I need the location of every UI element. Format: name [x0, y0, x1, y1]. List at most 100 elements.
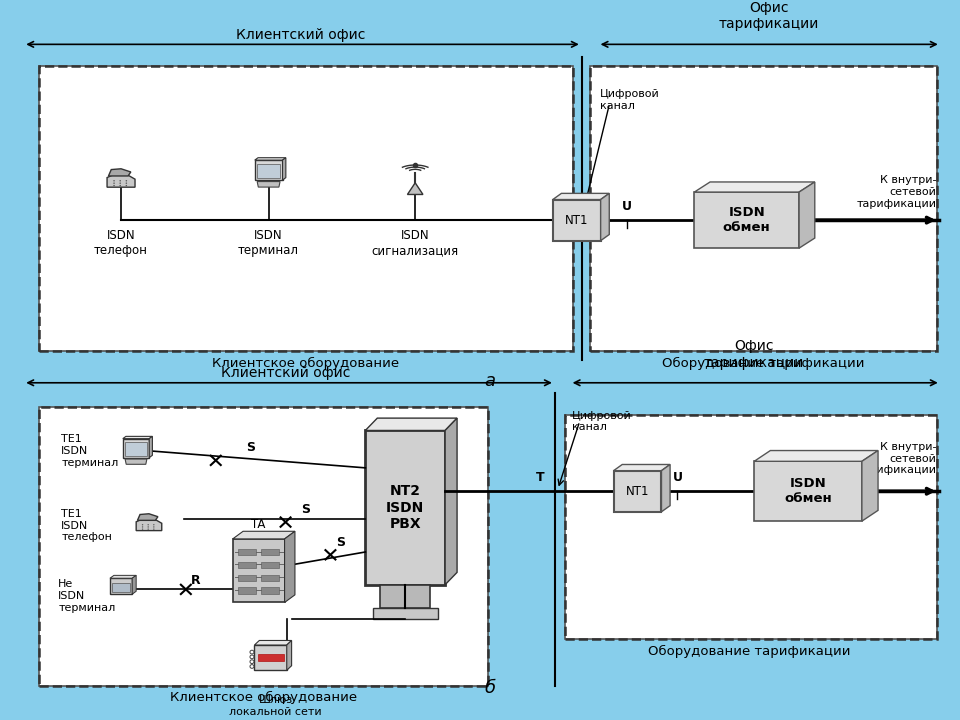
Text: Не
ISDN
терминал: Не ISDN терминал: [59, 580, 115, 613]
Polygon shape: [149, 436, 153, 458]
Polygon shape: [282, 158, 286, 180]
Circle shape: [126, 182, 127, 184]
Polygon shape: [132, 575, 136, 594]
Circle shape: [148, 528, 149, 530]
Bar: [254, 645, 287, 670]
Text: Клиентское оборудование: Клиентское оборудование: [212, 356, 399, 369]
Bar: [564, 415, 937, 639]
Text: К внутри-
сетевой
тарификации: К внутри- сетевой тарификации: [856, 442, 937, 475]
Bar: [261, 549, 279, 555]
Circle shape: [153, 524, 155, 526]
Bar: [39, 407, 488, 685]
Circle shape: [142, 526, 143, 528]
Polygon shape: [445, 418, 457, 585]
Polygon shape: [108, 171, 135, 187]
Text: TA: TA: [252, 518, 266, 531]
Text: TE1
ISDN
телефон: TE1 ISDN телефон: [61, 509, 112, 542]
Polygon shape: [601, 194, 610, 240]
Polygon shape: [553, 194, 610, 199]
Bar: [261, 575, 279, 581]
Circle shape: [113, 185, 115, 186]
Bar: [125, 442, 147, 456]
Circle shape: [113, 182, 115, 184]
Text: Офис
тарификации: Офис тарификации: [719, 1, 819, 31]
Polygon shape: [799, 182, 815, 248]
Text: ISDN
сигнализация: ISDN сигнализация: [372, 230, 459, 258]
Circle shape: [119, 185, 121, 186]
Text: ISDN
телефон: ISDN телефон: [94, 230, 148, 258]
Bar: [254, 160, 282, 180]
Text: NT2
ISDN
PBX: NT2 ISDN PBX: [386, 485, 424, 531]
Polygon shape: [755, 451, 878, 462]
Text: TE1
ISDN
терминал: TE1 ISDN терминал: [61, 434, 118, 467]
Bar: [553, 199, 601, 240]
Text: ISDN
обмен: ISDN обмен: [784, 477, 832, 505]
Text: U: U: [621, 199, 632, 212]
Bar: [261, 588, 279, 593]
Circle shape: [148, 526, 149, 528]
Bar: [694, 192, 799, 248]
Text: а: а: [485, 372, 495, 390]
Bar: [232, 539, 284, 603]
Bar: [613, 471, 661, 512]
Text: ISDN
обмен: ISDN обмен: [723, 206, 771, 234]
Circle shape: [142, 528, 143, 530]
Polygon shape: [661, 464, 670, 512]
Polygon shape: [694, 182, 815, 192]
Polygon shape: [123, 436, 153, 438]
Text: Цифровой
канал: Цифровой канал: [572, 411, 632, 433]
Text: Оборудование тарификации: Оборудование тарификации: [662, 356, 864, 369]
Bar: [366, 431, 445, 585]
Polygon shape: [257, 181, 280, 187]
Circle shape: [250, 665, 253, 668]
Text: S: S: [301, 503, 310, 516]
Text: Клиентское оборудование: Клиентское оборудование: [170, 691, 357, 704]
Circle shape: [113, 180, 115, 181]
Circle shape: [126, 180, 127, 181]
Text: T: T: [559, 199, 567, 212]
Bar: [564, 415, 937, 639]
Bar: [261, 562, 279, 568]
Circle shape: [153, 526, 155, 528]
Text: Шлюз
локальной сети: Шлюз локальной сети: [229, 695, 322, 716]
Circle shape: [142, 524, 143, 526]
Polygon shape: [254, 641, 292, 645]
Polygon shape: [366, 418, 457, 431]
Circle shape: [148, 524, 149, 526]
Text: U: U: [672, 471, 683, 484]
Polygon shape: [407, 183, 423, 194]
Bar: [112, 583, 130, 592]
Text: Офис
тарификации: Офис тарификации: [704, 340, 804, 369]
Text: R: R: [191, 574, 201, 587]
Polygon shape: [108, 168, 131, 176]
Text: NT1: NT1: [565, 214, 588, 227]
Bar: [39, 66, 573, 351]
Text: Цифровой
канал: Цифровой канал: [600, 89, 660, 111]
Bar: [257, 164, 280, 178]
Polygon shape: [232, 531, 295, 539]
Bar: [110, 578, 132, 594]
Bar: [589, 66, 937, 351]
Bar: [372, 608, 438, 619]
Bar: [123, 438, 149, 458]
Text: NT1: NT1: [626, 485, 649, 498]
Text: ISDN
терминал: ISDN терминал: [238, 230, 300, 258]
Polygon shape: [862, 451, 878, 521]
Circle shape: [153, 528, 155, 530]
Text: б: б: [485, 679, 495, 697]
Circle shape: [250, 655, 253, 659]
Bar: [39, 407, 488, 685]
Polygon shape: [136, 516, 161, 531]
Polygon shape: [257, 654, 283, 662]
Bar: [755, 462, 862, 521]
Polygon shape: [284, 531, 295, 603]
Bar: [380, 585, 430, 608]
Circle shape: [119, 180, 121, 181]
Text: S: S: [246, 441, 255, 454]
Circle shape: [119, 182, 121, 184]
Text: К внутри-
сетевой
тарификации: К внутри- сетевой тарификации: [856, 176, 937, 209]
Bar: [39, 66, 573, 351]
Text: T: T: [537, 471, 545, 484]
Bar: [589, 66, 937, 351]
Text: Клиентский офис: Клиентский офис: [221, 366, 350, 380]
